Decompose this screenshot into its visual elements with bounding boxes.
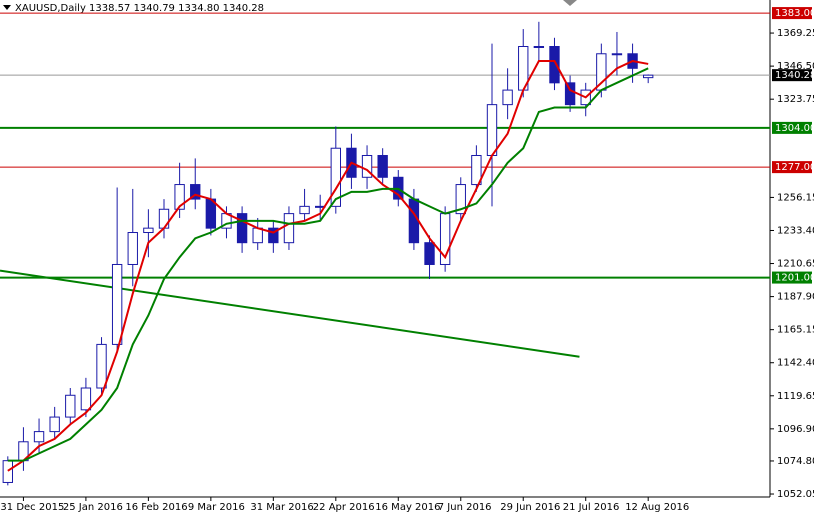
candle-body [190,184,201,200]
candle-body [49,416,60,433]
candle-body [65,394,76,418]
x-tick-label: 9 Mar 2016 [188,502,245,513]
candle-body [471,154,482,186]
candle-body [96,343,107,389]
y-tick-label: 1119.65 [777,391,814,402]
y-tick-label: 1074.80 [777,456,814,467]
chart-title: XAUUSD,Daily 1338.57 1340.79 1334.80 134… [15,3,264,14]
candle-body [377,154,388,178]
candle-body [158,208,170,229]
indicator-line [7,67,649,462]
candle-body [283,213,295,244]
level-label-box [772,121,812,134]
candle-body [174,184,185,210]
candle-body [486,104,498,156]
y-tick-label: 1323.75 [777,94,814,105]
candle-body [361,154,373,178]
indicator-line [7,59,649,472]
candle-body [236,213,248,244]
candle-body [643,74,654,79]
x-tick-label: 21 Jul 2016 [563,502,620,513]
x-tick-label: 22 Apr 2016 [313,502,375,513]
shift-marker [563,0,577,6]
candle-body [252,227,263,244]
level-label: 1277.00 [775,162,814,173]
trendline [0,269,580,358]
level-label-box [772,7,812,20]
y-tick-label: 1210.65 [777,259,814,270]
y-tick-label: 1142.40 [777,358,814,369]
candle-body [611,53,623,56]
level-label-box [772,271,812,284]
candle-body [564,82,576,106]
x-tick-label: 29 Jun 2016 [500,502,560,513]
last-price-box [772,69,812,82]
candle-body [127,232,138,265]
x-tick-label: 16 May 2016 [375,502,440,513]
candle-body [268,227,279,244]
x-tick-label: 16 Feb 2016 [125,502,187,513]
x-tick-label: 25 Jan 2016 [63,502,123,513]
x-tick-label: 12 Aug 2016 [625,502,689,513]
level-label: 1201.00 [775,273,814,284]
level-label: 1383.00 [775,8,814,19]
y-tick-label: 1256.15 [777,192,814,203]
candle-body [408,198,420,244]
candle-body [455,184,466,215]
candle-body [549,46,560,84]
candle-body [111,263,123,345]
candle-body [33,431,45,443]
candle-body [424,242,435,265]
candle-body [80,387,92,411]
y-tick-label: 1346.50 [777,61,814,72]
y-tick-label: 1096.90 [777,424,814,435]
y-tick-label: 1187.90 [777,292,814,303]
candle-body [299,205,310,215]
candle-body [143,227,154,234]
y-tick-label: 1233.40 [777,225,814,236]
candle-body [330,147,341,207]
x-tick-label: 31 Dec 2015 [0,502,64,513]
y-tick-label: 1369.25 [777,28,814,39]
candle-body [2,460,13,483]
x-tick-label: 7 Jun 2016 [438,502,492,513]
candle-body [502,89,513,106]
level-label: 1304.00 [775,123,814,134]
x-tick-label: 31 Mar 2016 [250,502,313,513]
last-price-label: 1340.28 [775,70,814,81]
menu-arrow[interactable] [3,5,11,10]
level-label-box [772,161,812,174]
candle-body [533,46,545,49]
y-tick-label: 1165.15 [777,325,814,336]
y-tick-label: 1052.05 [777,489,814,500]
